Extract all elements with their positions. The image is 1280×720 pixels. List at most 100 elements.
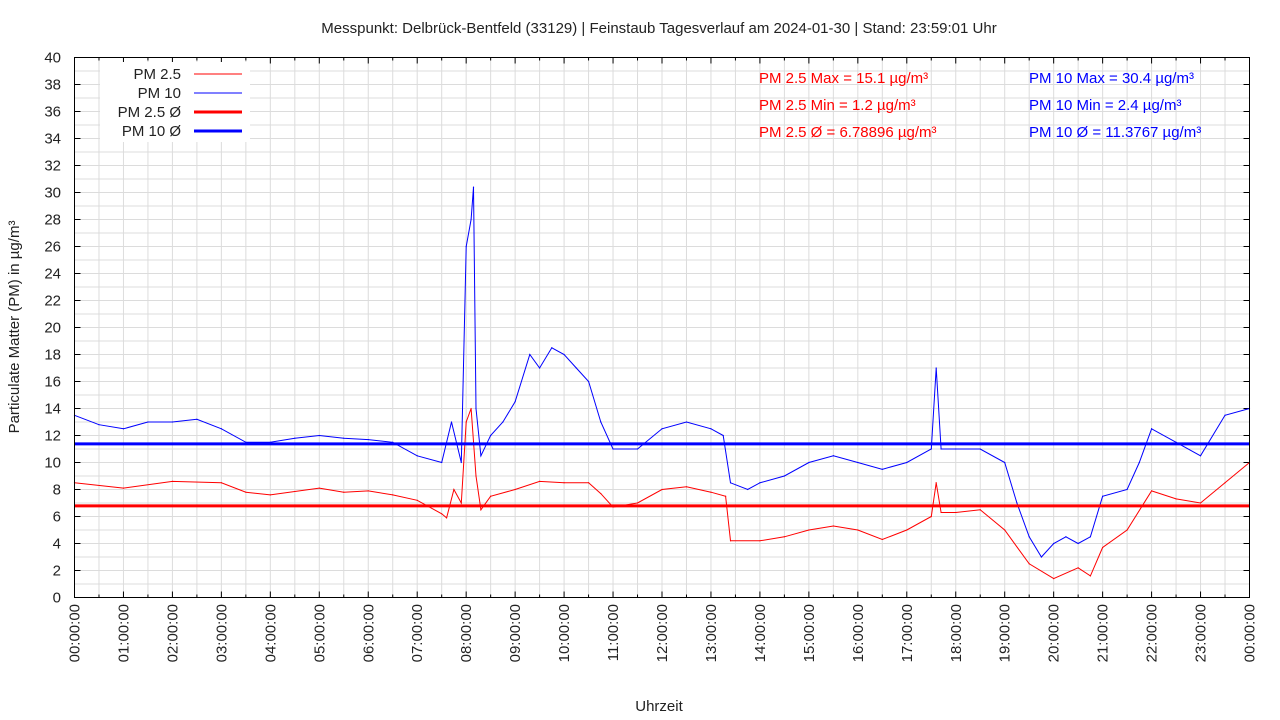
data-point-pm-2-5 <box>955 511 957 514</box>
y-axis-label: Particulate Matter (PM) in µg/m³ <box>6 221 23 434</box>
data-point-pm-2-5 <box>1053 578 1055 580</box>
data-point-pm-2-5 <box>171 480 174 482</box>
data-point-pm-2-5 <box>783 536 785 538</box>
x-tick-label: 12:00:00 <box>654 604 671 662</box>
data-point-pm-10 <box>441 461 443 464</box>
data-point-pm-10 <box>514 401 516 403</box>
y-tick-label: 34 <box>44 131 61 148</box>
data-point-pm-10 <box>1053 542 1055 545</box>
x-tick-label: 13:00:00 <box>703 604 720 662</box>
pm10-min: PM 10 Min = 2.4 µg/m³ <box>1029 97 1181 114</box>
data-point-pm-2-5 <box>441 513 443 515</box>
data-point-pm-2-5 <box>1102 546 1104 549</box>
data-point-pm-10 <box>1102 495 1104 497</box>
y-tick-label: 16 <box>44 374 61 391</box>
data-point-pm-2-5 <box>881 538 883 541</box>
data-point-pm-10 <box>465 245 467 248</box>
data-point-pm-2-5 <box>1028 563 1030 565</box>
x-tick-label: 10:00:00 <box>556 604 573 662</box>
y-tick-label: 18 <box>44 347 61 364</box>
data-point-pm-10 <box>1089 536 1091 538</box>
data-point-pm-2-5 <box>122 487 125 489</box>
data-point-pm-10 <box>575 367 577 369</box>
data-point-pm-2-5 <box>392 494 394 496</box>
data-point-pm-2-5 <box>1077 567 1079 569</box>
data-point-pm-10 <box>1065 536 1067 538</box>
y-tick-label: 20 <box>44 320 61 337</box>
data-point-pm-2-5 <box>832 525 834 527</box>
data-point-pm-10 <box>1004 461 1006 464</box>
data-point-pm-2-5 <box>416 499 418 501</box>
y-tick-label: 2 <box>53 563 61 580</box>
data-point-pm-2-5 <box>857 529 859 531</box>
data-point-pm-10 <box>1077 542 1079 545</box>
x-tick-label: 07:00:00 <box>409 604 426 662</box>
data-point-pm-10 <box>1138 461 1140 464</box>
data-point-pm-10 <box>1224 414 1226 416</box>
data-point-pm-2-5 <box>343 491 345 493</box>
x-tick-label: 00:00:00 <box>1242 604 1259 662</box>
x-tick-label: 18:00:00 <box>948 604 965 662</box>
data-point-pm-2-5 <box>940 511 942 514</box>
data-point-pm-10 <box>979 448 981 450</box>
data-point-pm-2-5 <box>979 509 981 511</box>
data-point-pm-10 <box>98 424 100 426</box>
y-tick-label: 24 <box>44 266 61 283</box>
data-point-pm-2-5 <box>661 488 663 491</box>
data-point-pm-10 <box>1028 536 1030 538</box>
data-point-pm-10 <box>685 421 688 423</box>
data-point-pm-2-5 <box>367 490 369 492</box>
grid <box>74 57 1250 598</box>
data-point-pm-10 <box>940 448 942 450</box>
data-point-pm-2-5 <box>808 529 810 531</box>
data-point-pm-2-5 <box>587 482 590 484</box>
y-tick-label: 8 <box>53 482 61 499</box>
x-tick-label: 20:00:00 <box>1046 604 1063 662</box>
data-point-pm-2-5 <box>1126 529 1128 531</box>
legend-label-pm10: PM 10 <box>138 85 181 102</box>
data-point-pm-10 <box>729 482 732 484</box>
x-tick-label: 22:00:00 <box>1144 604 1161 662</box>
data-point-pm-2-5 <box>906 529 908 531</box>
data-point-pm-2-5 <box>318 487 320 489</box>
data-point-pm-2-5 <box>220 482 222 484</box>
data-point-pm-10 <box>470 218 472 221</box>
y-tick-label: 28 <box>44 212 61 229</box>
data-point-pm-10 <box>857 461 859 464</box>
data-point-pm-2-5 <box>600 492 602 495</box>
data-point-pm-2-5 <box>539 480 541 482</box>
stats-annotations: PM 2.5 Max = 15.1 µg/m³ PM 2.5 Min = 1.2… <box>759 70 1201 141</box>
x-tick-label: 09:00:00 <box>507 604 524 662</box>
data-point-pm-2-5 <box>465 421 467 423</box>
data-point-pm-10 <box>587 380 590 383</box>
pm25-min: PM 2.5 Min = 1.2 µg/m³ <box>759 97 916 114</box>
x-tick-label: 02:00:00 <box>164 604 181 662</box>
data-point-pm-10 <box>710 428 712 430</box>
x-tick-label: 14:00:00 <box>752 604 769 662</box>
data-point-pm-10 <box>563 353 565 356</box>
data-point-pm-10 <box>1199 455 1202 457</box>
data-point-pm-2-5 <box>480 509 482 511</box>
x-tick-label: 19:00:00 <box>997 604 1014 662</box>
data-point-pm-2-5 <box>514 488 516 491</box>
data-point-pm-2-5 <box>636 502 639 504</box>
data-point-pm-2-5 <box>470 407 472 410</box>
x-tick-label: 00:00:00 <box>67 604 84 662</box>
legend-label-pm10-avg: PM 10 Ø <box>122 123 182 140</box>
y-tick-label: 30 <box>44 185 61 202</box>
data-point-pm-10 <box>367 438 369 441</box>
chart-title: Messpunkt: Delbrück-Bentfeld (33129) | F… <box>321 20 996 37</box>
data-point-pm-10 <box>759 482 761 484</box>
pm10-max: PM 10 Max = 30.4 µg/m³ <box>1029 70 1194 87</box>
legend-label-pm25-avg: PM 2.5 Ø <box>118 104 182 121</box>
data-point-pm-10 <box>147 421 149 423</box>
data-point-pm-10 <box>636 448 639 450</box>
data-point-pm-2-5 <box>1089 575 1091 577</box>
y-tick-label: 26 <box>44 239 61 256</box>
x-tick-label: 08:00:00 <box>458 604 475 662</box>
data-point-pm-2-5 <box>710 491 712 493</box>
data-point-pm-10 <box>600 421 602 423</box>
data-point-pm-2-5 <box>490 495 492 497</box>
data-point-pm-10 <box>551 347 553 349</box>
